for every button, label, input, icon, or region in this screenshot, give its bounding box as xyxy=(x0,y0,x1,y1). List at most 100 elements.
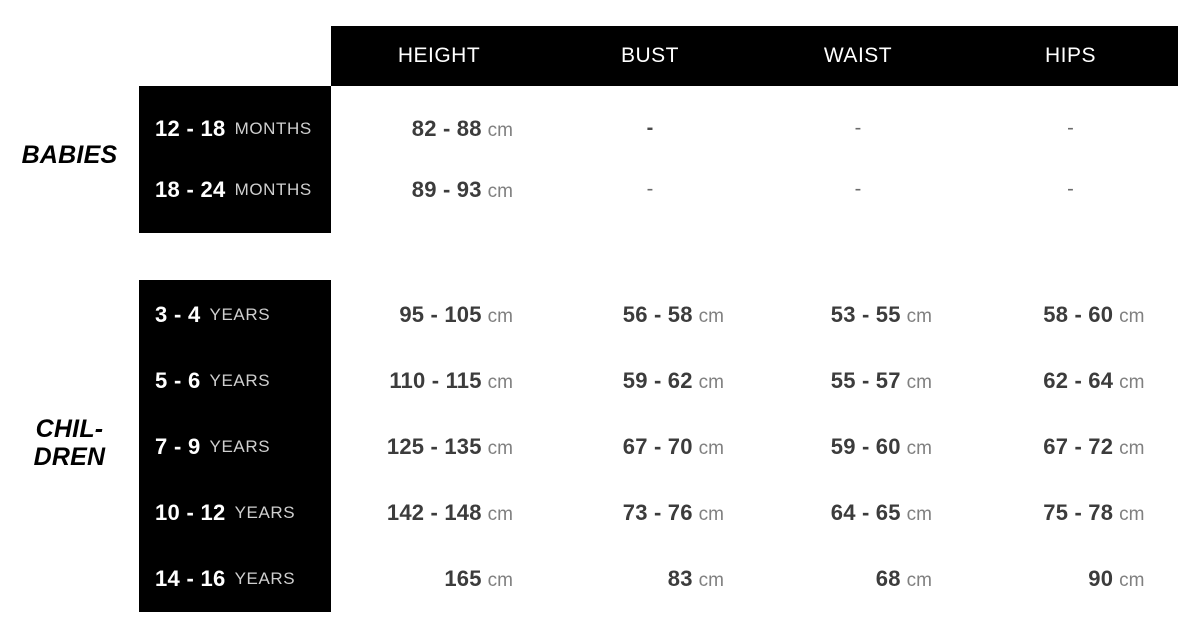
column-header-height: HEIGHT xyxy=(397,44,481,67)
unit-cm: cm xyxy=(487,119,513,141)
value-hips-empty-2: - xyxy=(1067,178,1074,200)
unit-cm: cm xyxy=(906,306,932,327)
value-waist-55-57: 55 - 57 xyxy=(830,368,901,393)
age-range-12-18: 12 - 18 xyxy=(155,115,226,141)
column-header-waist: WAIST xyxy=(823,44,893,67)
value-waist-68: 68 xyxy=(875,566,901,591)
age-block-children: 3 - 4 YEARS 5 - 6 YEARS 7 - 9 YEARS 10 -… xyxy=(139,280,331,612)
unit-cm: cm xyxy=(487,504,513,525)
cell-hips-children-4: 75 - 78 cm xyxy=(963,500,1178,526)
cell-height-babies-1: 82 - 88 cm xyxy=(331,116,547,142)
cell-height-children-4: 142 - 148 cm xyxy=(331,500,547,526)
unit-cm: cm xyxy=(698,438,724,459)
unit-cm: cm xyxy=(906,504,932,525)
table-row: 89 - 93 cm - - - xyxy=(331,159,1178,220)
age-row-children-3: 7 - 9 YEARS xyxy=(139,414,331,480)
age-block-babies: 12 - 18 MONTHS 18 - 24 MONTHS xyxy=(139,86,331,233)
value-bust-83: 83 xyxy=(667,566,693,591)
cell-waist-children-2: 55 - 57 cm xyxy=(753,368,963,394)
age-row-children-1: 3 - 4 YEARS xyxy=(139,282,331,348)
unit-cm: cm xyxy=(698,306,724,327)
unit-cm: cm xyxy=(487,306,513,327)
age-row-children-4: 10 - 12 YEARS xyxy=(139,480,331,546)
age-range-3-4: 3 - 4 xyxy=(155,302,201,327)
unit-cm: cm xyxy=(698,504,724,525)
cell-waist-children-3: 59 - 60 cm xyxy=(753,434,963,460)
value-bust-empty-2: - xyxy=(646,178,654,200)
unit-cm: cm xyxy=(1119,306,1145,327)
value-bust-56-58: 56 - 58 xyxy=(622,302,693,327)
unit-cm: cm xyxy=(906,372,932,393)
value-waist-59-60: 59 - 60 xyxy=(830,434,901,459)
cell-hips-children-1: 58 - 60 cm xyxy=(963,302,1178,328)
value-hips-75-78: 75 - 78 xyxy=(1043,500,1114,525)
cell-waist-children-1: 53 - 55 cm xyxy=(753,302,963,328)
cell-height-children-3: 125 - 135 cm xyxy=(331,434,547,460)
table-header-row: HEIGHT BUST WAIST HIPS xyxy=(331,26,1178,86)
table-row: 82 - 88 cm - - - xyxy=(331,98,1178,159)
unit-cm: cm xyxy=(487,372,513,393)
cell-height-babies-2: 89 - 93 cm xyxy=(331,177,547,203)
age-unit-years-3: YEARS xyxy=(209,437,271,456)
value-hips-62-64: 62 - 64 xyxy=(1043,368,1114,393)
table-row: 125 - 135 cm 67 - 70 cm 59 - 60 cm 67 - 72 c… xyxy=(331,414,1178,480)
table-row: 165 cm 83 cm 68 cm 90 cm xyxy=(331,546,1178,612)
group-label-children-line-1: CHIL- xyxy=(35,415,104,443)
value-hips-58-60: 58 - 60 xyxy=(1043,302,1114,327)
cell-bust-children-4: 73 - 76 cm xyxy=(547,500,753,526)
age-row-children-5: 14 - 16 YEARS xyxy=(139,546,331,612)
value-waist-empty-2: - xyxy=(854,178,862,200)
group-label-children-line-2: DREN xyxy=(33,443,106,471)
value-bust-empty-1: - xyxy=(646,117,654,139)
unit-cm: cm xyxy=(487,180,513,202)
cell-bust-children-5: 83 cm xyxy=(547,566,753,592)
age-unit-years-2: YEARS xyxy=(209,371,271,390)
value-hips-90: 90 xyxy=(1088,566,1114,591)
unit-cm: cm xyxy=(698,570,724,591)
unit-cm: cm xyxy=(1119,438,1145,459)
unit-cm: cm xyxy=(906,570,932,591)
group-label-babies: BABIES xyxy=(0,141,139,169)
unit-cm: cm xyxy=(487,570,513,591)
age-range-10-12: 10 - 12 xyxy=(155,500,226,525)
cell-waist-children-4: 64 - 65 cm xyxy=(753,500,963,526)
value-height-95-105: 95 - 105 xyxy=(399,302,482,327)
table-row: 95 - 105 cm 56 - 58 cm 53 - 55 cm 58 - 60 cm xyxy=(331,282,1178,348)
unit-cm: cm xyxy=(906,438,932,459)
cell-bust-babies-1: - xyxy=(547,117,753,140)
column-header-bust: BUST xyxy=(620,44,679,67)
cell-waist-babies-1: - xyxy=(753,117,963,140)
age-range-7-9: 7 - 9 xyxy=(155,434,201,459)
value-height-89-93: 89 - 93 xyxy=(411,176,482,202)
cell-bust-children-2: 59 - 62 cm xyxy=(547,368,753,394)
value-height-142-148: 142 - 148 xyxy=(386,500,482,525)
cell-waist-babies-2: - xyxy=(753,178,963,201)
age-unit-years-1: YEARS xyxy=(209,305,271,324)
group-label-babies-line-1: BABIES xyxy=(21,141,118,169)
value-height-125-135: 125 - 135 xyxy=(386,434,482,459)
age-row-children-2: 5 - 6 YEARS xyxy=(139,348,331,414)
cell-hips-babies-1: - xyxy=(963,117,1178,140)
value-height-110-115: 110 - 115 xyxy=(389,368,482,393)
value-height-82-88: 82 - 88 xyxy=(411,115,482,141)
cell-hips-children-3: 67 - 72 cm xyxy=(963,434,1178,460)
unit-cm: cm xyxy=(1119,372,1145,393)
cell-bust-children-3: 67 - 70 cm xyxy=(547,434,753,460)
value-waist-64-65: 64 - 65 xyxy=(830,500,901,525)
age-unit-years-5: YEARS xyxy=(234,569,296,588)
data-area-children: 95 - 105 cm 56 - 58 cm 53 - 55 cm 58 - 60 cm… xyxy=(331,280,1178,612)
cell-height-children-1: 95 - 105 cm xyxy=(331,302,547,328)
cell-height-children-5: 165 cm xyxy=(331,566,547,592)
unit-cm: cm xyxy=(698,372,724,393)
cell-bust-babies-2: - xyxy=(547,178,753,201)
data-area-babies: 82 - 88 cm - - - 89 - 93 cm - - xyxy=(331,86,1178,220)
age-range-18-24: 18 - 24 xyxy=(155,176,226,202)
group-label-children: CHIL- DREN xyxy=(0,415,139,471)
value-hips-67-72: 67 - 72 xyxy=(1043,434,1114,459)
value-waist-53-55: 53 - 55 xyxy=(830,302,901,327)
age-unit-months-1: MONTHS xyxy=(234,118,312,138)
cell-hips-children-5: 90 cm xyxy=(963,566,1178,592)
value-hips-empty-1: - xyxy=(1067,117,1074,139)
unit-cm: cm xyxy=(487,438,513,459)
